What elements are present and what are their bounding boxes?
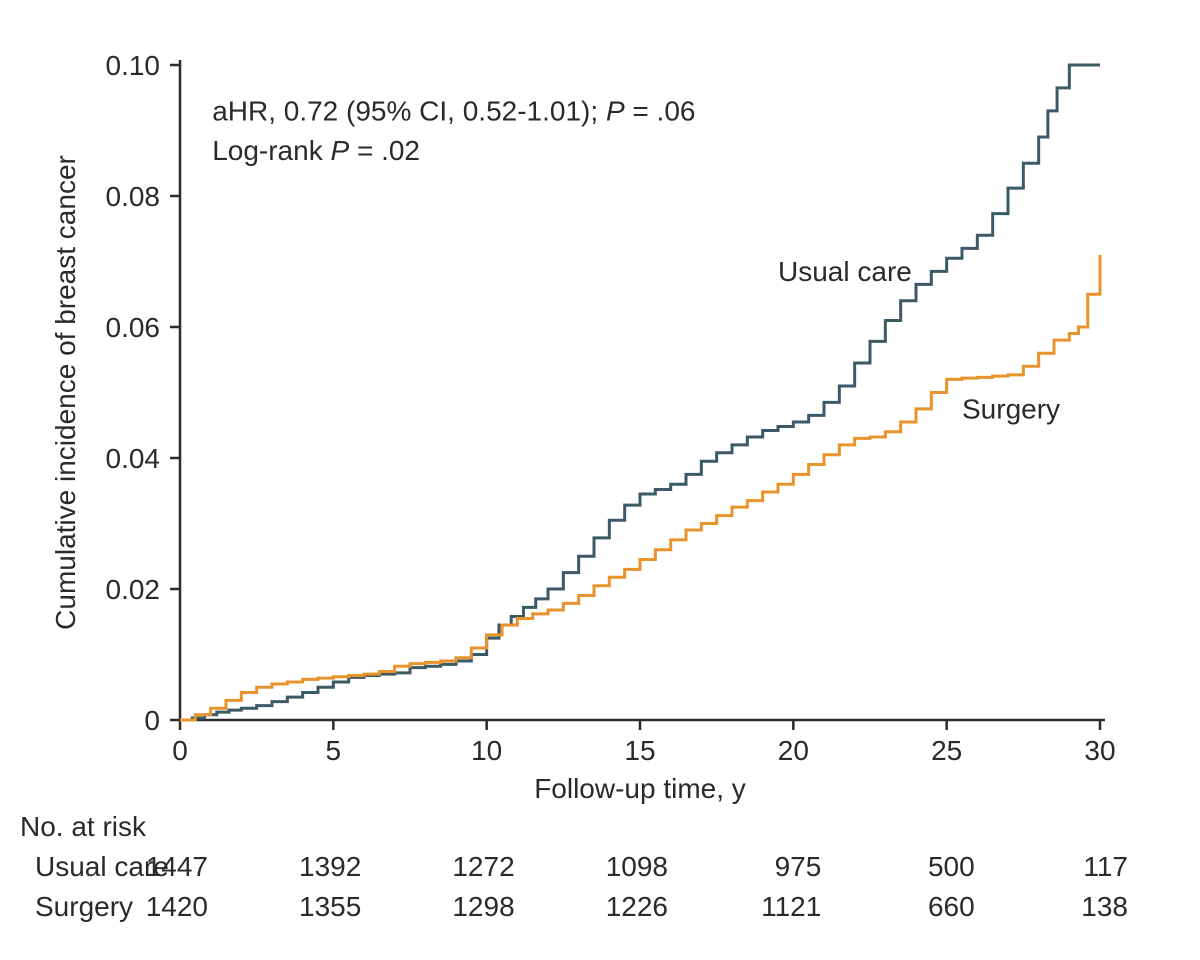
y-tick-label: 0.02 <box>106 574 161 605</box>
risk-value: 1420 <box>146 891 208 922</box>
risk-value: 1447 <box>146 851 208 882</box>
x-tick-label: 25 <box>931 735 962 766</box>
risk-value: 1392 <box>299 851 361 882</box>
risk-value: 1121 <box>761 891 821 922</box>
risk-value: 660 <box>928 891 975 922</box>
km-svg: 0 5 10 15 20 25 30 0 0.02 0.04 0.06 0.08 0.10 Follow-… <box>0 0 1200 960</box>
x-tick-label: 30 <box>1084 735 1115 766</box>
risk-value: 117 <box>1083 851 1128 882</box>
y-tick-label: 0.06 <box>106 312 161 343</box>
series-label-usual-care: Usual care <box>778 256 912 287</box>
risk-table-header: No. at risk <box>20 811 147 842</box>
x-tick-label: 10 <box>471 735 502 766</box>
risk-row-label: Surgery <box>35 891 133 922</box>
y-tick-label: 0.04 <box>106 443 161 474</box>
series-label-surgery: Surgery <box>962 394 1060 425</box>
y-tick-label: 0.10 <box>106 50 161 81</box>
risk-value: 975 <box>775 851 822 882</box>
x-tick-label: 20 <box>778 735 809 766</box>
stat-annotation: aHR, 0.72 (95% CI, 0.52-1.01); P = .06 <box>212 96 695 127</box>
risk-value: 1355 <box>299 891 361 922</box>
risk-value: 500 <box>928 851 975 882</box>
x-tick-label: 0 <box>172 735 188 766</box>
risk-value: 1226 <box>606 891 668 922</box>
risk-value: 1298 <box>452 891 514 922</box>
km-chart-container: 0 5 10 15 20 25 30 0 0.02 0.04 0.06 0.08 0.10 Follow-… <box>0 0 1200 960</box>
x-tick-label: 5 <box>326 735 342 766</box>
x-tick-label: 15 <box>624 735 655 766</box>
x-axis-label: Follow-up time, y <box>534 773 746 804</box>
y-tick-label: 0.08 <box>106 181 161 212</box>
stat-annotation: Log-rank P = .02 <box>212 135 420 166</box>
risk-value: 1098 <box>606 851 668 882</box>
y-axis-label: Cumulative incidence of breast cancer <box>50 155 81 630</box>
risk-value: 138 <box>1081 891 1128 922</box>
series-surgery <box>180 255 1100 720</box>
y-tick-label: 0 <box>144 705 160 736</box>
risk-value: 1272 <box>452 851 514 882</box>
